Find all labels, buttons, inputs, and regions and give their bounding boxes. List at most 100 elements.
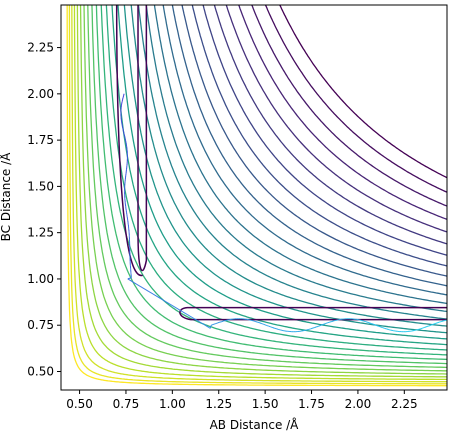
trajectory-segment — [165, 300, 167, 303]
trajectory-segment — [137, 284, 140, 287]
contour-line — [162, 5, 447, 296]
trajectory-segment — [201, 322, 204, 325]
trajectory-segment — [435, 322, 437, 325]
trajectory-segment — [147, 290, 149, 292]
trajectory-segment — [211, 324, 213, 326]
trajectory-segment — [311, 327, 314, 329]
contour-line — [153, 5, 447, 305]
y-tick-label: 1.25 — [27, 226, 54, 240]
trajectory-segment — [183, 312, 186, 314]
trajectory-segment — [132, 281, 135, 284]
trajectory-segment — [203, 324, 206, 326]
trajectory-segment — [314, 326, 317, 328]
trajectory-segment — [127, 278, 130, 281]
trajectory-segment — [173, 305, 176, 308]
y-tick-label: 1.75 — [27, 133, 54, 147]
trajectory-segment — [194, 318, 196, 320]
contour-line — [100, 5, 447, 356]
contour-line — [145, 5, 447, 313]
contour-line — [105, 5, 447, 351]
y-tick-label: 1.00 — [27, 272, 54, 286]
x-tick-label: 1.00 — [159, 397, 186, 411]
trajectory-segment — [182, 311, 185, 314]
contour-line — [83, 5, 447, 372]
trajectory-segment — [160, 298, 163, 301]
trajectory-segment — [156, 295, 159, 298]
trajectory-segment — [140, 285, 142, 288]
x-tick-label: 0.50 — [66, 397, 93, 411]
trajectory-segment — [382, 327, 385, 329]
contour-line — [181, 5, 447, 277]
trajectory-segment — [129, 279, 132, 282]
trajectory-segment — [180, 310, 183, 312]
contour-line — [71, 5, 447, 383]
trajectory-segment — [169, 303, 171, 306]
trajectory-segment — [263, 323, 266, 326]
trajectory-segment — [139, 285, 141, 287]
trajectory-segment — [181, 310, 184, 313]
trajectory-segment — [373, 323, 376, 326]
trajectory-segment — [143, 287, 145, 290]
trajectory-segment — [368, 322, 370, 324]
trajectory-segment — [209, 325, 212, 329]
contour-line — [123, 5, 447, 334]
trajectory-segment — [206, 325, 209, 328]
trajectory-segment — [376, 324, 378, 327]
trajectory-segment — [145, 289, 147, 291]
contour-line — [137, 5, 447, 320]
contour-line — [68, 5, 447, 385]
contour-line — [213, 5, 447, 245]
trajectory-segment — [202, 323, 205, 325]
trajectory-segment — [322, 323, 325, 326]
x-tick-label: 1.50 — [252, 397, 279, 411]
trajectory-segment — [188, 314, 190, 317]
trajectory-segment — [184, 312, 187, 315]
trajectory-segment — [141, 286, 143, 289]
trajectory-segment — [178, 309, 181, 311]
trajectory-segment — [205, 325, 208, 327]
trajectory-segment — [135, 283, 138, 286]
basin-contour-left — [137, 5, 148, 272]
y-tick-label: 2.25 — [27, 41, 54, 55]
trajectory-segment — [215, 322, 217, 325]
trajectory-segment — [157, 296, 160, 299]
trajectory-segment — [378, 325, 381, 328]
trajectory-segment — [429, 324, 432, 326]
trajectory-segment — [262, 323, 264, 325]
x-tick-label: 1.25 — [205, 397, 232, 411]
trajectory-segment — [192, 317, 194, 319]
trajectory-segment — [266, 324, 268, 327]
contour-line — [191, 5, 447, 267]
contour-line — [95, 5, 447, 361]
x-tick-label: 0.75 — [113, 397, 140, 411]
contour-line — [264, 5, 447, 193]
contour-line — [251, 5, 447, 207]
trajectory-segment — [130, 280, 133, 282]
trajectory-segment — [428, 325, 431, 327]
trajectory-segment — [258, 321, 260, 324]
x-axis-ticks: 0.50 0.75 1.00 1.25 1.50 1.75 2.00 2.25 — [66, 390, 418, 411]
contour-line — [91, 5, 447, 365]
trajectory-segment — [436, 322, 438, 324]
x-axis-label: AB Distance /Å — [210, 417, 300, 432]
trajectory-segment — [150, 292, 153, 294]
trajectory-segment — [259, 322, 262, 324]
trajectory-segment — [179, 309, 182, 312]
trajectory-segment — [207, 326, 210, 329]
trajectory-segment — [270, 326, 272, 328]
trajectory-segment — [152, 293, 155, 296]
trajectory-segment — [318, 325, 321, 327]
trajectory-segment — [200, 322, 203, 324]
trajectory-segment — [190, 315, 192, 318]
trajectory-segment — [168, 302, 170, 305]
x-tick-label: 2.25 — [391, 397, 418, 411]
trajectory-segment — [153, 294, 156, 296]
trajectory-segment — [216, 322, 219, 324]
contour-line — [171, 5, 447, 287]
trajectory-segment — [155, 295, 158, 297]
trajectory-segment — [166, 301, 168, 304]
trajectory-segment — [268, 325, 271, 328]
trajectory-segment — [432, 323, 435, 325]
y-axis-label: BC Distance /Å — [0, 152, 13, 242]
